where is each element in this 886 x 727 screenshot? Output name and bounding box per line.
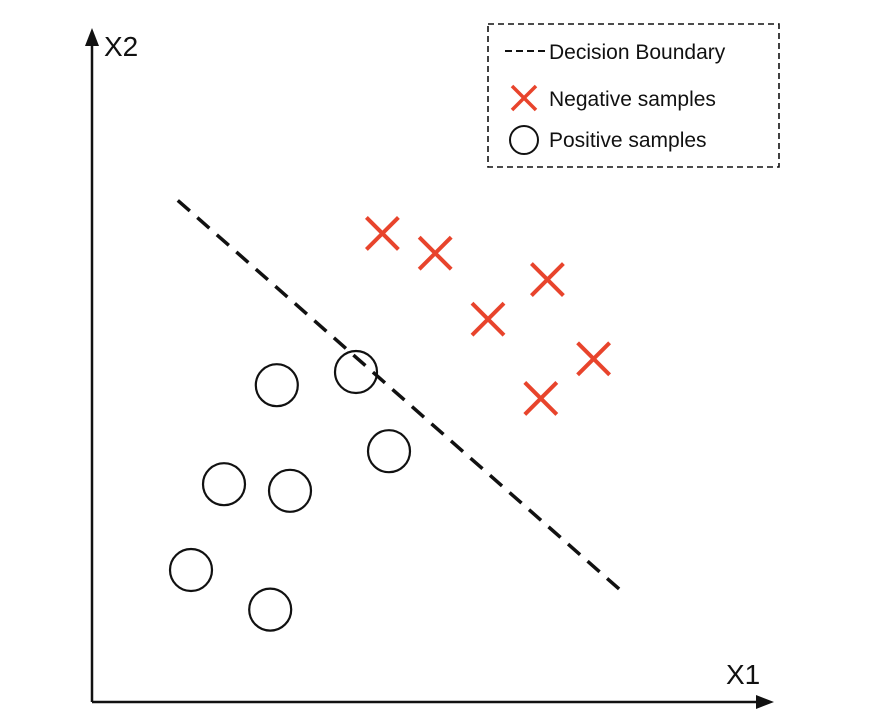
y-axis-arrowhead: [85, 28, 99, 46]
decision-boundary-line: [176, 199, 622, 592]
x-axis-arrowhead: [756, 695, 774, 709]
negative-sample-4: [470, 301, 506, 337]
axes: X2 X1: [85, 28, 774, 709]
negative-sample-6: [523, 380, 559, 416]
negative-sample-3: [529, 262, 565, 298]
decision-boundary-group: [176, 199, 622, 592]
circle-icon: [509, 125, 539, 155]
x-mark-icon: [510, 84, 538, 112]
positive-sample-1: [254, 363, 299, 408]
positive-sample-3: [366, 429, 412, 474]
legend-negative-label: Negative samples: [549, 88, 716, 111]
negative-sample-2: [417, 235, 453, 271]
negative-sample-1: [364, 215, 400, 251]
positive-sample-7: [248, 587, 293, 632]
x-axis-label: X1: [726, 659, 760, 690]
positive-sample-2: [333, 349, 379, 395]
positive-sample-4: [201, 462, 247, 507]
positive-sample-6: [168, 547, 214, 593]
legend-positive-label: Positive samples: [549, 129, 707, 152]
sample-points: [168, 215, 612, 632]
legend: Decision Boundary Negative samples Posit…: [487, 23, 780, 168]
negative-sample-5: [576, 341, 612, 377]
legend-boundary-label: Decision Boundary: [549, 41, 726, 64]
y-axis-label: X2: [104, 31, 138, 62]
positive-sample-5: [267, 468, 313, 513]
